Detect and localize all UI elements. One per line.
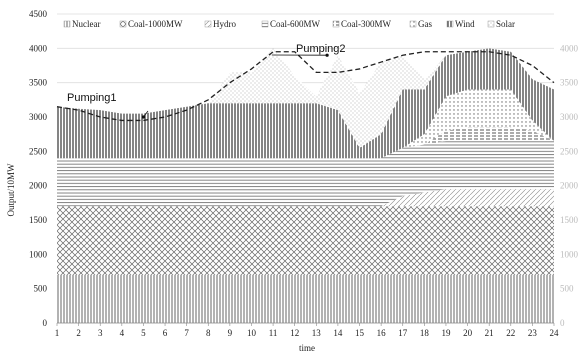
y-tick-label-2500: 2500	[29, 146, 48, 156]
x-tick-label-1: 1	[55, 328, 60, 338]
annotation-point-pumping1	[141, 115, 146, 119]
legend-label-wind: Wind	[455, 19, 475, 29]
axes	[56, 322, 555, 326]
stacked-areas	[57, 48, 554, 323]
legend-label-solar: Solar	[496, 19, 515, 29]
area-nuclear	[57, 274, 554, 323]
area-coal-1000mw	[57, 206, 554, 275]
right-tick-label-6: 3000	[560, 112, 579, 122]
x-tick-label-16: 16	[377, 328, 387, 338]
x-tick-labels: 1 2 3 4 5 6 7 8 9 10 11 12 13 14 15 16 17 18 19 20 21 22 23 24	[55, 328, 559, 338]
legend-swatch-coal-600mw	[261, 20, 269, 28]
legend: Nuclear Coal-1000MW Hydro Coal-600MW Coal-30…	[63, 19, 515, 29]
right-tick-labels: 0 500 1000 1500 2000 2500 3000 3500 4000	[560, 43, 579, 328]
annotations: Pumping1 Pumping2	[67, 43, 346, 119]
right-tick-label-7: 3500	[560, 78, 579, 88]
area-coal-300mw	[57, 127, 554, 159]
x-tick-label-15: 15	[355, 328, 365, 338]
legend-label-gas: Gas	[418, 19, 432, 29]
x-tick-label-4: 4	[120, 328, 125, 338]
right-tick-label-0: 0	[560, 318, 565, 328]
legend-label-nuclear: Nuclear	[72, 19, 100, 29]
x-tick-label-11: 11	[269, 328, 278, 338]
x-tick-label-10: 10	[247, 328, 257, 338]
x-tick-label-20: 20	[463, 328, 473, 338]
legend-swatch-wind	[446, 20, 454, 28]
legend-label-coal-600mw: Coal-600MW	[270, 19, 320, 29]
right-tick-label-2: 1000	[560, 249, 579, 259]
area-hydro	[57, 189, 554, 207]
x-tick-label-8: 8	[206, 328, 211, 338]
right-tick-label-8: 4000	[560, 43, 579, 53]
legend-label-coal-1000mw: Coal-1000MW	[128, 19, 183, 29]
area-gas	[57, 89, 554, 159]
area-coal-600mw	[57, 141, 554, 207]
right-tick-label-3: 1500	[560, 215, 579, 225]
y-axis-title: Output/10MW	[6, 163, 16, 217]
area-wind	[57, 48, 554, 159]
right-tick-label-5: 2500	[560, 146, 579, 156]
x-tick-label-2: 2	[76, 328, 81, 338]
x-tick-label-6: 6	[163, 328, 168, 338]
y-tick-labels: 0 500 1000 1500 2000 2500 3000 3500 4000 4500	[29, 9, 48, 328]
annotation-point-pumping2	[325, 53, 329, 57]
load-line	[56, 51, 555, 122]
legend-swatch-gas	[409, 20, 417, 28]
legend-swatch-hydro	[204, 20, 212, 28]
legend-swatch-coal-300mw	[332, 20, 340, 28]
legend-swatch-coal-1000mw	[119, 20, 127, 28]
annotation-pumping2: Pumping2	[296, 43, 346, 55]
legend-label-coal-300mw: Coal-300MW	[341, 19, 391, 29]
x-tick-label-24: 24	[550, 328, 560, 338]
y-tick-label-2000: 2000	[29, 181, 48, 191]
y-tick-label-1000: 1000	[29, 249, 48, 259]
x-tick-label-5: 5	[141, 328, 146, 338]
y-tick-label-0: 0	[43, 318, 48, 328]
y-tick-label-1500: 1500	[29, 215, 48, 225]
y-tick-label-500: 500	[34, 284, 48, 294]
legend-label-hydro: Hydro	[213, 19, 236, 29]
right-tick-label-4: 2000	[560, 181, 579, 191]
x-tick-label-9: 9	[228, 328, 233, 338]
dashed-load-line	[56, 51, 555, 122]
x-tick-label-21: 21	[485, 328, 494, 338]
x-tick-label-23: 23	[528, 328, 538, 338]
y-tick-label-3500: 3500	[29, 78, 48, 88]
x-tick-label-14: 14	[333, 328, 343, 338]
x-tick-label-17: 17	[398, 328, 408, 338]
x-tick-label-3: 3	[98, 328, 103, 338]
annotation-pumping1: Pumping1	[67, 92, 117, 104]
x-axis-title: time	[299, 343, 315, 353]
x-tick-label-19: 19	[441, 328, 451, 338]
legend-swatch-solar	[487, 20, 495, 28]
y-tick-label-3000: 3000	[29, 112, 48, 122]
y-tick-label-4500: 4500	[29, 9, 48, 19]
x-tick-label-12: 12	[290, 328, 299, 338]
y-tick-label-4000: 4000	[29, 43, 48, 53]
right-tick-label-1: 500	[560, 284, 574, 294]
x-tick-label-18: 18	[420, 328, 430, 338]
x-tick-label-7: 7	[184, 328, 189, 338]
x-tick-label-13: 13	[312, 328, 322, 338]
x-tick-label-22: 22	[506, 328, 515, 338]
legend-swatch-nuclear	[63, 20, 71, 28]
area-solar	[57, 48, 554, 148]
